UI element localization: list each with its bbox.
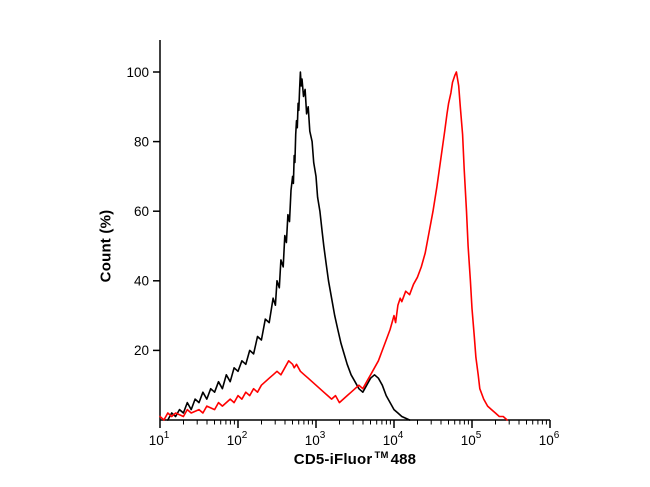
x-tick-label: 103 [305,430,326,448]
y-axis-title-text: Count (%) [97,209,115,283]
y-tick-label: 100 [126,65,149,80]
black-histogram-trace [167,71,411,421]
x-tick-label: 102 [227,430,248,448]
x-axis-title-main: CD5-iFluor [293,451,373,468]
y-tick-label: 60 [134,204,149,219]
y-tick-label: 20 [134,343,149,358]
y-axis-title: Count (%) [98,210,115,283]
trademark-symbol: TM [374,450,389,461]
red-histogram-trace [159,71,508,421]
x-axis-title: CD5-iFluor TM 488 [294,450,416,468]
x-tick-label: 105 [461,430,482,448]
x-tick-label: 101 [149,430,170,448]
x-tick-label: 106 [539,430,560,448]
x-tick-label: 104 [383,430,404,448]
x-axis-title-suffix: 488 [390,451,417,468]
y-tick-label: 80 [134,134,149,149]
y-tick-label: 40 [134,274,149,289]
